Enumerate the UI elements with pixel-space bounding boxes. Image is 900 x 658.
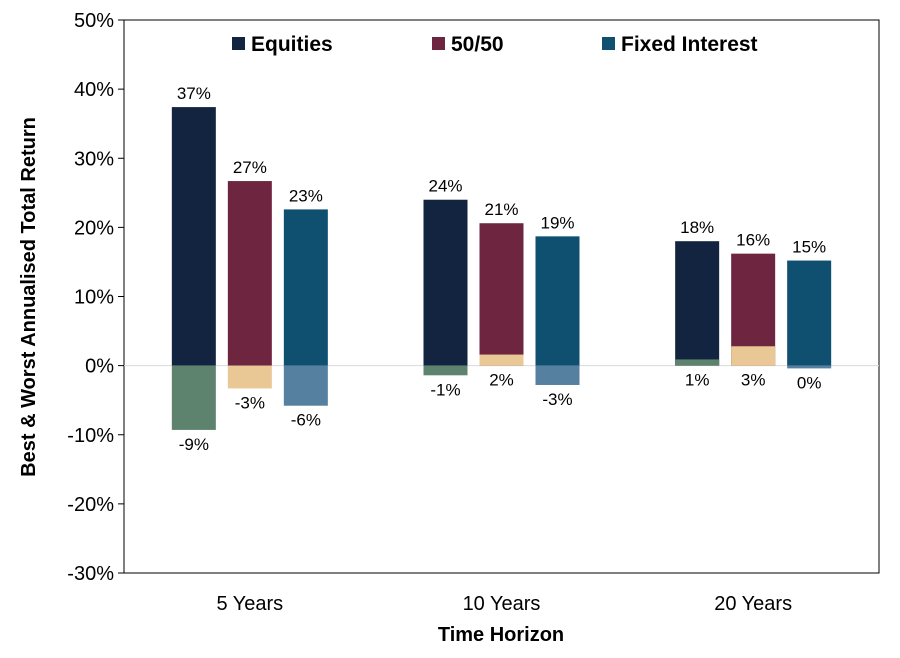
best-data-label: 23% (289, 186, 323, 205)
y-axis-ticks: 50% 40% 30% 20% 10% 0% -10% -20% -30% (67, 10, 124, 585)
best-bar (227, 181, 272, 366)
best-bar (479, 223, 524, 366)
worst-bar (731, 346, 776, 366)
best-bar (535, 236, 580, 366)
y-tick-label: 20% (74, 217, 114, 239)
x-axis-title: Time Horizon (438, 624, 564, 646)
worst-data-label: 3% (741, 371, 766, 390)
best-bar (283, 209, 328, 366)
worst-bar (227, 365, 272, 389)
worst-bar (423, 365, 468, 376)
best-data-label: 19% (540, 213, 574, 232)
legend-swatch (602, 37, 615, 50)
worst-data-label: -3% (542, 390, 572, 409)
best-data-label: 37% (177, 84, 211, 103)
y-tick-label: -20% (67, 494, 114, 516)
best-data-label: 15% (792, 238, 826, 257)
worst-data-label: 1% (685, 371, 710, 390)
worst-data-label: 0% (797, 373, 822, 392)
legend-swatch (432, 37, 445, 50)
worst-bar (535, 365, 580, 385)
worst-bar (283, 365, 328, 406)
x-tick-label: 20 Years (714, 593, 792, 615)
y-tick-label: 10% (74, 287, 114, 309)
best-data-label: 16% (736, 231, 770, 250)
worst-bar (787, 365, 832, 369)
best-data-label: 24% (428, 177, 462, 196)
y-tick-label: 30% (74, 148, 114, 170)
x-tick-label: 10 Years (463, 593, 541, 615)
worst-bar (479, 354, 524, 366)
y-tick-label: -10% (67, 425, 114, 447)
worst-data-label: -9% (179, 435, 209, 454)
legend-label: Equities (251, 33, 333, 56)
best-bar (787, 260, 832, 366)
best-bar (171, 107, 216, 366)
worst-data-label: 2% (489, 371, 514, 390)
y-tick-label: 40% (74, 79, 114, 101)
y-axis-title: Best & Worst Annualised Total Return (18, 117, 40, 477)
best-bar (675, 241, 720, 366)
best-bar (423, 199, 468, 366)
worst-data-label: -6% (291, 411, 321, 430)
legend: Equities 50/50 Fixed Interest (232, 33, 758, 56)
y-tick-label: 0% (85, 356, 114, 378)
worst-data-label: -3% (235, 393, 265, 412)
y-tick-label: 50% (74, 10, 114, 32)
x-tick-label: 5 Years (216, 593, 283, 615)
worst-bar (675, 359, 720, 366)
worst-data-label: -1% (430, 380, 460, 399)
best-data-label: 27% (233, 158, 267, 177)
best-data-label: 21% (484, 200, 518, 219)
bars: 37% -9% 27% -3% 23% -6% 24% -1% 21% 2% 19% -3% 18% 1%… (171, 84, 832, 454)
best-data-label: 18% (680, 218, 714, 237)
worst-bar (171, 365, 216, 430)
legend-label: Fixed Interest (621, 33, 758, 56)
y-tick-label: -30% (67, 563, 114, 585)
x-axis-ticks: 5 Years 10 Years 20 Years (216, 593, 792, 615)
legend-swatch (232, 37, 245, 50)
legend-label: 50/50 (451, 33, 504, 56)
